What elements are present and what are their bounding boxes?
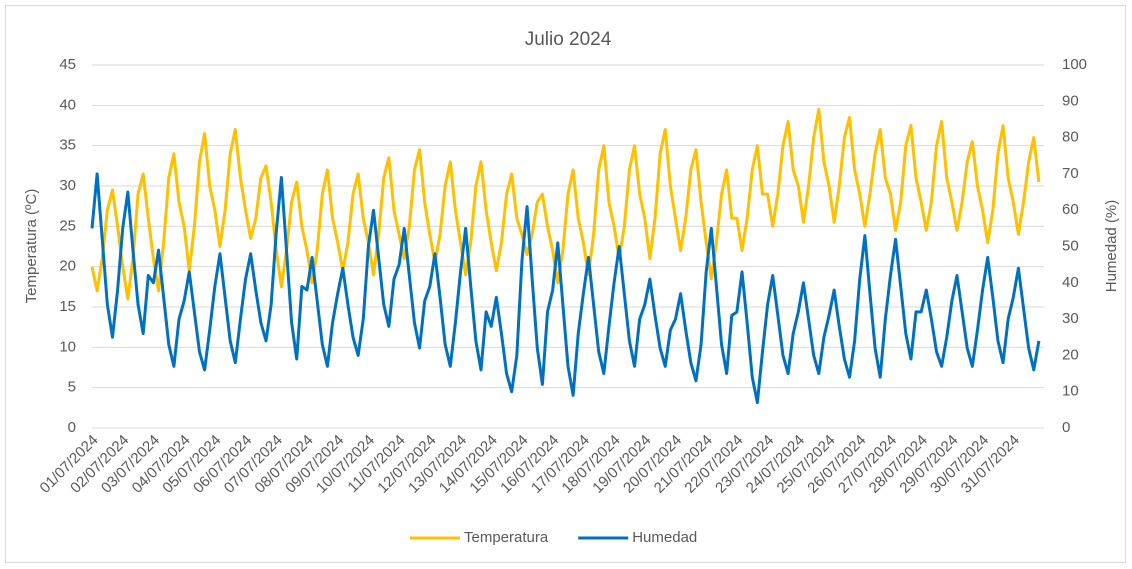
y2-tick-label: 90 xyxy=(1062,92,1079,109)
y-tick-label: 25 xyxy=(59,217,76,234)
y2-tick-label: 20 xyxy=(1062,346,1079,363)
y-tick-label: 15 xyxy=(59,298,76,315)
y-axis-title: Temperatura (ºC) xyxy=(23,189,40,304)
y2-tick-label: 40 xyxy=(1062,274,1079,291)
series-line xyxy=(90,172,1041,405)
y2-tick-label: 0 xyxy=(1062,419,1070,436)
y2-tick-label: 30 xyxy=(1062,310,1079,327)
y2-tick-label: 70 xyxy=(1062,165,1079,182)
series-line xyxy=(90,107,1041,301)
y2-tick-label: 60 xyxy=(1062,201,1079,218)
y-tick-label: 30 xyxy=(59,177,76,194)
y-tick-label: 35 xyxy=(59,137,76,154)
y2-tick-label: 50 xyxy=(1062,237,1079,254)
legend-label: Temperatura xyxy=(464,529,549,546)
y2-axis-title: Humedad (%) xyxy=(1103,200,1120,293)
y-tick-label: 20 xyxy=(59,258,76,275)
chart-title: Julio 2024 xyxy=(525,29,612,50)
legend-label: Humedad xyxy=(632,529,697,546)
y2-tick-label: 100 xyxy=(1062,56,1087,73)
y-tick-label: 40 xyxy=(59,96,76,113)
y-tick-label: 0 xyxy=(68,419,76,436)
y2-tick-label: 10 xyxy=(1062,383,1079,400)
y2-tick-label: 80 xyxy=(1062,129,1079,146)
y-tick-label: 5 xyxy=(68,379,76,396)
y-tick-label: 45 xyxy=(59,56,76,73)
y-tick-label: 10 xyxy=(59,338,76,355)
